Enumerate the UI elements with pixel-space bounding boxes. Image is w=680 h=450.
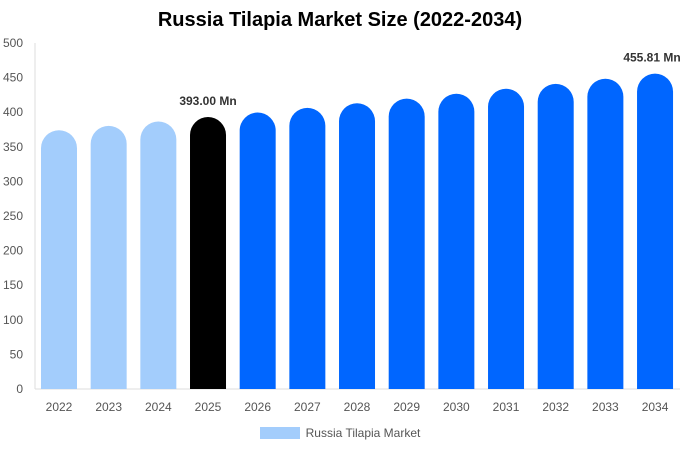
y-tick-label: 0 xyxy=(16,382,23,396)
bar-2022 xyxy=(41,130,77,389)
x-tick-label: 2029 xyxy=(393,400,420,414)
bar-2027 xyxy=(289,107,326,389)
bar-2032 xyxy=(537,83,574,389)
bar-2028 xyxy=(339,103,376,390)
bar-2033 xyxy=(587,78,624,389)
y-tick-label: 200 xyxy=(3,244,23,258)
chart-title: Russia Tilapia Market Size (2022-2034) xyxy=(157,9,523,31)
bar-2023 xyxy=(90,125,127,389)
x-tick-label: 2027 xyxy=(294,400,321,414)
x-tick-label: 2026 xyxy=(244,400,271,414)
y-tick-label: 400 xyxy=(3,105,23,119)
x-tick-label: 2030 xyxy=(443,400,470,414)
y-tick-label: 100 xyxy=(3,313,23,327)
x-tick-label: 2023 xyxy=(95,400,122,414)
x-tick-label: 2031 xyxy=(493,400,520,414)
x-tick-label: 2025 xyxy=(195,400,222,414)
y-tick-label: 150 xyxy=(3,278,23,292)
bar-2031 xyxy=(488,88,525,389)
y-tick-label: 50 xyxy=(10,347,24,361)
bar-2026 xyxy=(239,112,276,389)
bar-2029 xyxy=(388,98,425,389)
x-tick-label: 2024 xyxy=(145,400,172,414)
y-tick-label: 450 xyxy=(3,71,23,85)
legend: Russia Tilapia Market xyxy=(0,426,680,440)
x-tick-label: 2034 xyxy=(642,400,669,414)
bar-2030 xyxy=(438,93,475,389)
y-tick-label: 250 xyxy=(3,209,23,223)
y-tick-label: 300 xyxy=(3,174,23,188)
legend-swatch xyxy=(259,427,300,439)
bar-2025 xyxy=(190,117,227,389)
bar-2024 xyxy=(140,121,177,389)
data-label: 455.81 Mn xyxy=(623,51,680,65)
bar-2034 xyxy=(637,73,674,390)
y-tick-label: 500 xyxy=(3,36,23,50)
y-tick-label: 350 xyxy=(3,140,23,154)
x-tick-label: 2032 xyxy=(542,400,569,414)
legend-label: Russia Tilapia Market xyxy=(305,426,421,440)
x-tick-label: 2033 xyxy=(592,400,619,414)
x-tick-label: 2028 xyxy=(344,400,371,414)
data-label: 393.00 Mn xyxy=(179,94,236,108)
x-tick-label: 2022 xyxy=(46,400,73,414)
